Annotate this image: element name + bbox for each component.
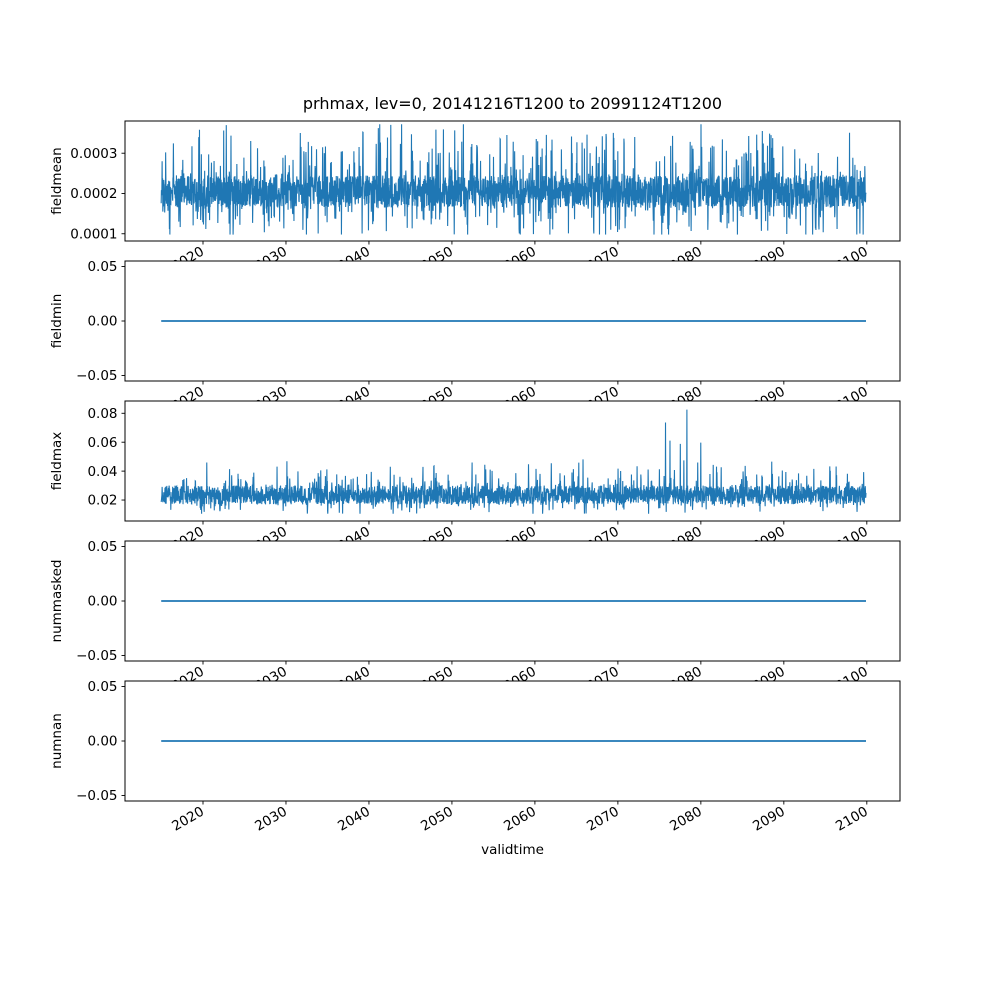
x-tick-label: 2090 (750, 804, 788, 835)
y-tick-label: −0.05 (76, 368, 117, 384)
y-tick-label: 0.0001 (70, 226, 117, 242)
y-tick-label: 0.05 (87, 679, 117, 695)
subplot-numnan: −0.05 0.00 0.05 2020 2030 2040 2050 2060 2070 208… (76, 679, 901, 835)
x-tick-label: 2080 (667, 804, 705, 835)
y-tick-label: −0.05 (76, 648, 117, 664)
y-tick-label: 0.06 (87, 435, 117, 451)
x-tick-label: 2070 (584, 804, 622, 835)
x-tick-label: 2020 (169, 804, 207, 835)
y-tick-label: 0.05 (87, 539, 117, 555)
x-axis-label: validtime (481, 842, 544, 858)
y-tick-label: 0.04 (87, 464, 117, 480)
x-tick-label: 2060 (501, 804, 539, 835)
y-tick-label: −0.05 (76, 788, 117, 804)
y-tick-label: 0.0002 (70, 186, 117, 202)
y-tick-label: 0.02 (87, 493, 117, 509)
x-tick-label: 2050 (418, 804, 456, 835)
series-fieldmean (160, 124, 867, 235)
figure-title: prhmax, lev=0, 20141216T1200 to 20991124… (302, 94, 723, 113)
x-tick-label: 2040 (335, 804, 373, 835)
y-tick-label: 0.00 (87, 594, 117, 610)
x-tick-label: 2100 (833, 804, 871, 835)
axes-spines (124, 400, 901, 522)
x-tick-label: 2030 (252, 804, 290, 835)
y-tick-label: 0.0003 (70, 146, 117, 162)
y-tick-label: 0.00 (87, 314, 117, 330)
axes-spines (124, 120, 901, 242)
series-fieldmax (160, 409, 867, 514)
y-tick-label: 0.00 (87, 734, 117, 750)
y-tick-label: 0.05 (87, 259, 117, 275)
y-tick-label: 0.08 (87, 406, 117, 422)
